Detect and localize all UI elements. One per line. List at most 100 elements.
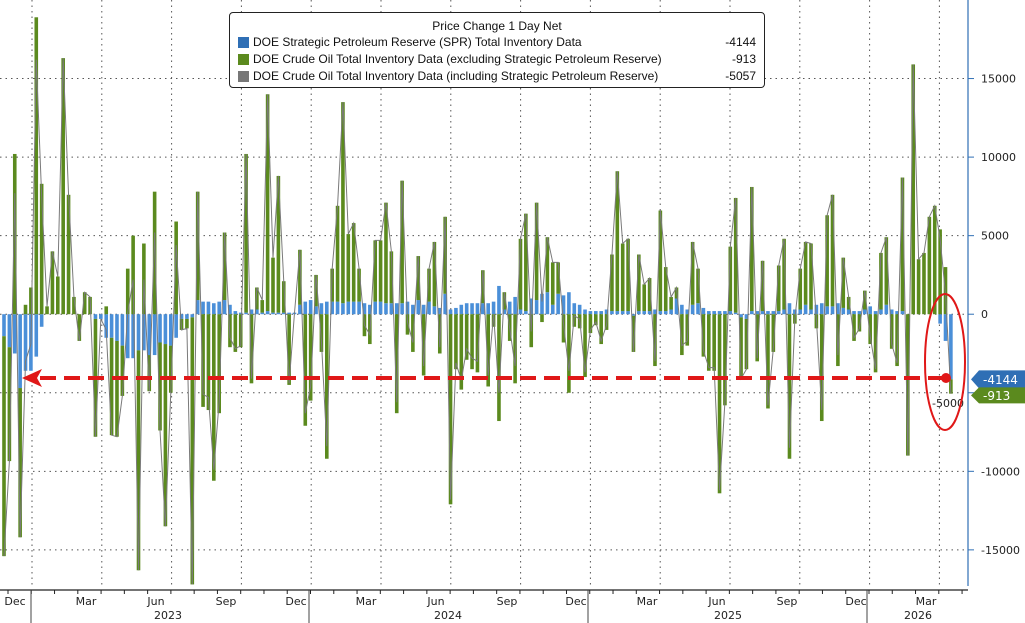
x-year-label: 2023	[154, 609, 182, 622]
spr-bar	[206, 301, 211, 315]
crude-bar	[2, 336, 6, 557]
spr-bar	[341, 303, 345, 315]
crude-bar	[195, 191, 200, 301]
spr-bar	[174, 314, 178, 338]
crude-bar	[459, 314, 464, 390]
spr-bar	[427, 301, 431, 315]
crude-bar	[588, 314, 593, 334]
crude-bar	[373, 240, 378, 302]
x-month-label: Sep	[497, 595, 518, 608]
crude-bar	[922, 252, 926, 315]
spr-bar	[540, 293, 544, 315]
spr-bar	[825, 306, 829, 315]
spr-bar	[287, 312, 291, 315]
spr-bar	[249, 309, 254, 315]
spr-bar	[325, 301, 329, 315]
crude-bar	[723, 314, 727, 406]
crude-bar	[809, 243, 813, 310]
crude-bar	[351, 223, 356, 302]
spr-bar	[368, 304, 372, 315]
crude-bar	[255, 287, 259, 310]
crude-bar	[437, 314, 442, 354]
crude-bar	[518, 238, 523, 310]
legend-item-spr: DOE Strategic Petroleum Reserve (SPR) To…	[238, 34, 756, 51]
y-tick-label: 10000	[981, 151, 1016, 164]
spr-bar	[594, 311, 598, 315]
spr-bar	[131, 314, 135, 359]
crude-bar	[701, 314, 706, 357]
spr-bar	[943, 314, 948, 341]
spr-bar	[610, 311, 614, 315]
crude-bar	[115, 340, 119, 437]
crude-bar	[421, 314, 426, 376]
crude-bar	[147, 355, 152, 392]
crude-bar	[163, 344, 168, 527]
x-month-label: Mar	[76, 595, 97, 608]
spr-bar	[830, 306, 835, 315]
spr-bar	[276, 312, 281, 315]
spr-bar	[750, 311, 754, 315]
legend-label: DOE Crude Oil Total Inventory Data (excl…	[253, 52, 662, 66]
crude-bar	[109, 337, 114, 436]
total-series-line	[3, 58, 952, 585]
spr-bar	[281, 312, 286, 315]
spr-bar	[314, 306, 318, 315]
spr-bar	[604, 309, 609, 315]
crude-bar	[39, 183, 44, 315]
spr-bar	[782, 309, 786, 315]
spr-bar	[626, 311, 630, 315]
spr-bar	[308, 300, 313, 315]
spr-bar	[335, 301, 340, 315]
spr-bar	[233, 311, 238, 315]
crude-bar	[626, 238, 630, 312]
crude-bar	[857, 314, 862, 332]
crude-bar	[158, 342, 162, 431]
crude-bar	[663, 267, 668, 312]
spr-bar	[362, 303, 367, 315]
spr-bar	[303, 301, 308, 315]
spr-bar	[351, 301, 356, 315]
spr-bar	[470, 303, 474, 315]
spr-bar	[7, 314, 12, 348]
y-tick-label: -15000	[981, 544, 1020, 557]
crude-last-value-tag	[971, 387, 1025, 404]
spr-bar	[857, 311, 862, 315]
spr-bar	[34, 314, 39, 357]
spr-bar	[136, 314, 141, 351]
crude-bar	[534, 202, 539, 301]
spr-last-value: -4144	[983, 373, 1018, 387]
crude-bar	[620, 243, 625, 312]
crude-bar	[803, 241, 808, 305]
crude-bar	[830, 194, 835, 307]
crude-bar	[384, 202, 388, 304]
spr-bar	[787, 303, 792, 315]
y-tick-label: -5000	[932, 397, 964, 410]
spr-bar	[852, 311, 856, 315]
spr-bar	[464, 303, 469, 315]
crude-bar	[841, 257, 846, 308]
x-month-label: Dec	[285, 595, 306, 608]
crude-bar	[131, 235, 135, 315]
spr-bar	[868, 306, 872, 315]
crude-bar	[346, 234, 351, 302]
crude-bar	[389, 251, 394, 304]
crude-bar	[29, 287, 33, 315]
crude-bar	[82, 292, 87, 315]
crude-bar	[23, 304, 28, 315]
spr-bar	[572, 303, 577, 315]
spr-bar	[497, 285, 501, 315]
spr-bar	[405, 301, 410, 315]
crude-bar	[599, 314, 603, 345]
crude-bar	[825, 215, 829, 307]
crude-bar	[846, 296, 851, 310]
spr-bar	[502, 309, 507, 315]
crude-bar	[782, 238, 786, 310]
spr-bar	[513, 296, 517, 315]
crude-bar	[637, 254, 641, 312]
crude-bar	[217, 314, 221, 414]
crude-bar	[712, 314, 716, 371]
crude-bar	[567, 314, 571, 393]
spr-bar	[411, 304, 415, 315]
spr-bar	[696, 303, 700, 315]
spr-bar	[486, 303, 490, 315]
